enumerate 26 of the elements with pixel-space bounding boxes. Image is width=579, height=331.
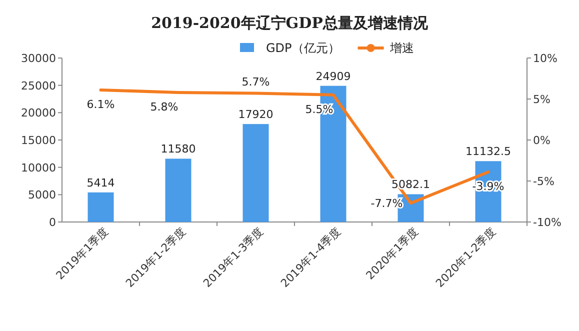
legend-label: 增速 <box>388 41 414 55</box>
bar <box>88 192 114 222</box>
data-label: 24909 <box>316 70 351 83</box>
y-tick-label: 10000 <box>21 161 56 174</box>
y2-tick-label: -10% <box>533 216 562 229</box>
y-tick-label: 30000 <box>21 52 56 65</box>
data-label: 5.7% <box>242 75 270 88</box>
y2-tick-label: 5% <box>533 93 550 106</box>
data-label: 5.8% <box>150 100 178 114</box>
chart-title: 2019-2020年辽宁GDP总量及增速情况 <box>151 14 429 32</box>
y2-tick-label: -5% <box>533 175 554 188</box>
data-label: 11132.5 <box>466 145 511 158</box>
y2-tick-label: 10% <box>533 52 558 65</box>
bar <box>242 124 269 222</box>
data-label: 6.1% <box>86 98 115 111</box>
data-label: 5414 <box>86 176 115 190</box>
legend-label: GDP（亿元） <box>266 41 340 55</box>
y-tick-label: 0 <box>49 216 56 229</box>
y-tick-label: 5000 <box>28 188 56 202</box>
y-tick-label: 15000 <box>21 134 56 147</box>
y-tick-label: 25000 <box>21 79 56 92</box>
data-label: 11580 <box>160 142 196 156</box>
bar <box>165 158 192 222</box>
data-label: 17920 <box>238 108 274 122</box>
y-tick-label: 20000 <box>21 106 56 120</box>
y2-tick-label: 0% <box>533 134 550 147</box>
